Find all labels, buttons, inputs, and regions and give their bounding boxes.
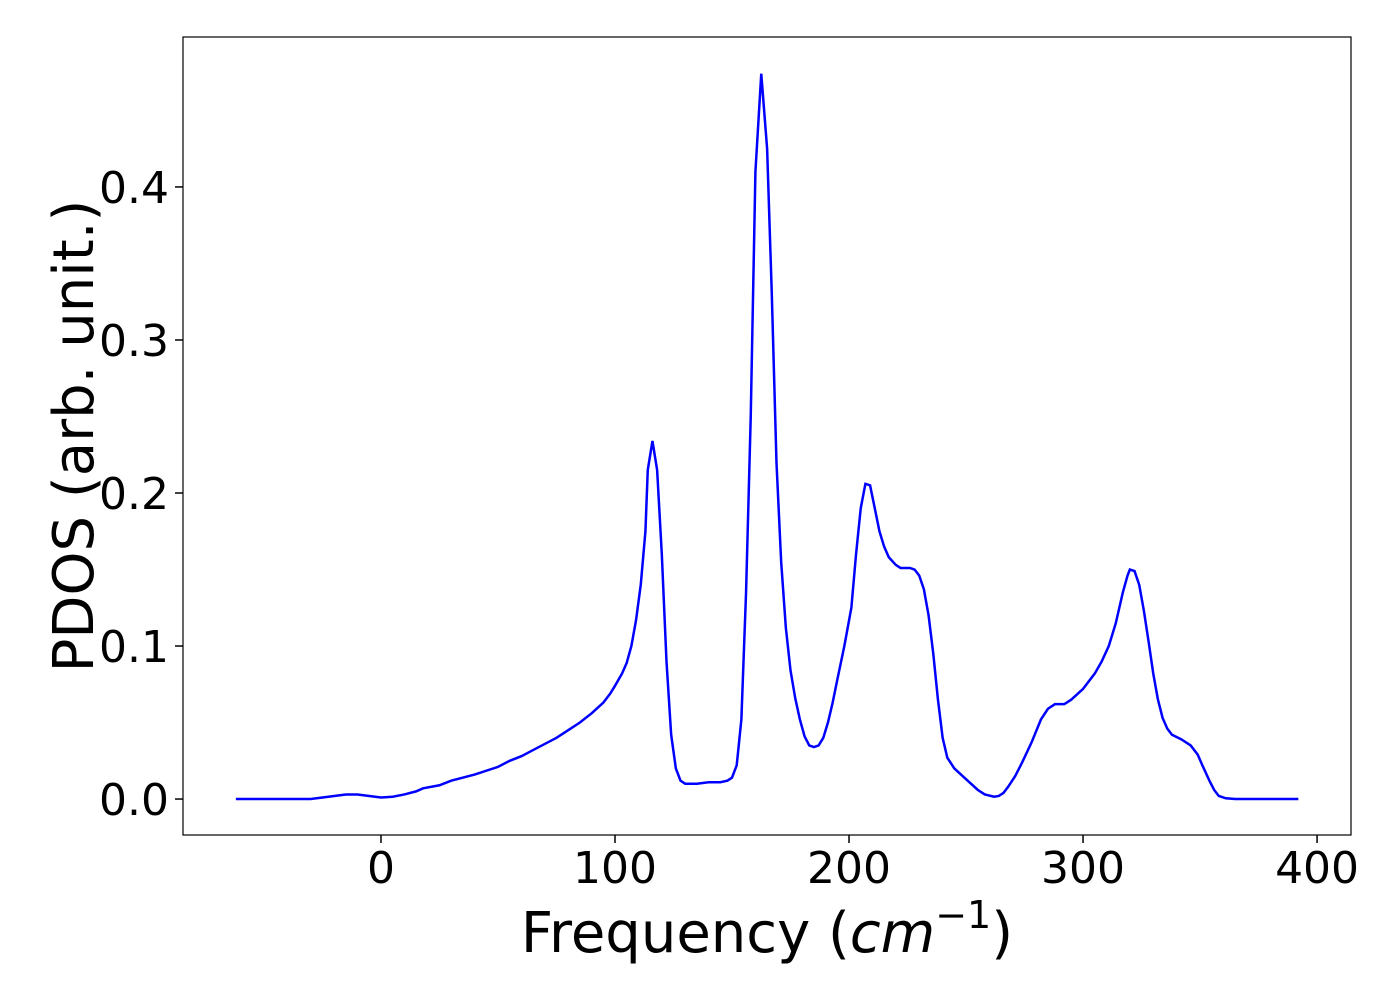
x-tick-label: 0 — [367, 843, 395, 894]
x-axis-label: Frequency (cm−1) — [521, 893, 1013, 966]
x-tick-label: 400 — [1275, 843, 1359, 894]
x-label-part: −1 — [935, 893, 991, 937]
line-series — [235, 73, 1299, 801]
x-label-part: ) — [991, 901, 1013, 966]
y-tick-label: 0.2 — [99, 469, 169, 520]
y-tick-label: 0.3 — [99, 316, 169, 367]
plot-frame — [182, 36, 1352, 836]
y-tick-label: 0.1 — [99, 622, 169, 673]
x-tick-label: 300 — [1041, 843, 1125, 894]
y-tick-label: 0.4 — [99, 163, 169, 214]
x-label-part: Frequency ( — [521, 901, 850, 966]
x-tick-label: 100 — [573, 843, 657, 894]
y-tick-label: 0.0 — [99, 775, 169, 826]
x-label-part: cm — [850, 901, 935, 966]
x-tick-label: 200 — [807, 843, 891, 894]
y-axis-label: PDOS (arb. unit.) — [42, 200, 107, 673]
